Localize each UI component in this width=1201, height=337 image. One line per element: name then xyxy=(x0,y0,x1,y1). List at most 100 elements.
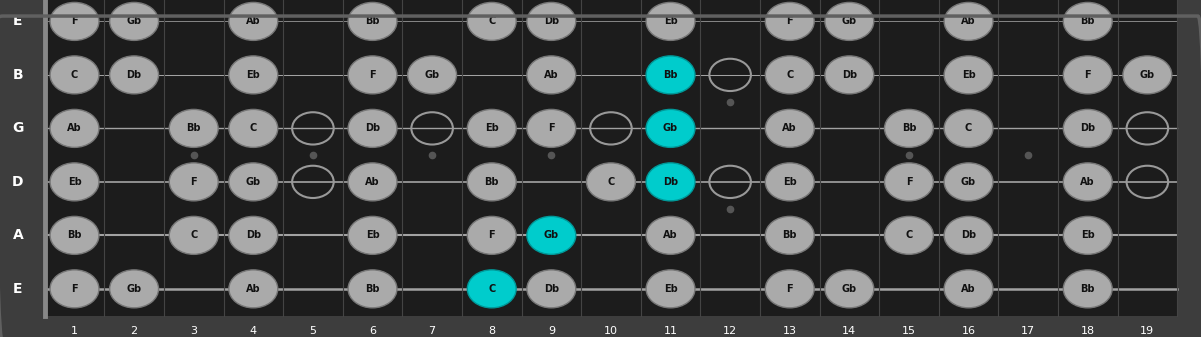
Ellipse shape xyxy=(1063,2,1112,40)
Text: Db: Db xyxy=(961,231,976,240)
Text: Eb: Eb xyxy=(962,70,975,80)
Ellipse shape xyxy=(50,110,98,147)
Text: Bb: Bb xyxy=(67,231,82,240)
Ellipse shape xyxy=(765,56,814,94)
Text: 12: 12 xyxy=(723,326,737,336)
Text: Bb: Bb xyxy=(783,231,797,240)
Text: F: F xyxy=(71,17,78,26)
Text: Db: Db xyxy=(246,231,261,240)
Ellipse shape xyxy=(50,216,98,254)
Ellipse shape xyxy=(1063,163,1112,201)
Text: Bb: Bb xyxy=(1081,284,1095,294)
Ellipse shape xyxy=(884,110,933,147)
Text: C: C xyxy=(190,231,197,240)
Ellipse shape xyxy=(1063,110,1112,147)
Text: Eb: Eb xyxy=(67,177,82,187)
Text: Gb: Gb xyxy=(544,231,558,240)
Text: F: F xyxy=(548,123,555,133)
Ellipse shape xyxy=(646,163,695,201)
Text: Bb: Bb xyxy=(186,123,201,133)
Text: Ab: Ab xyxy=(67,123,82,133)
Text: Gb: Gb xyxy=(425,70,440,80)
Text: Ab: Ab xyxy=(246,284,261,294)
Text: 2: 2 xyxy=(131,326,138,336)
Ellipse shape xyxy=(944,216,993,254)
Ellipse shape xyxy=(765,216,814,254)
Text: C: C xyxy=(488,284,495,294)
Ellipse shape xyxy=(646,270,695,308)
Text: C: C xyxy=(964,123,972,133)
Text: Eb: Eb xyxy=(664,284,677,294)
Text: 3: 3 xyxy=(190,326,197,336)
Text: Gb: Gb xyxy=(663,123,679,133)
Ellipse shape xyxy=(825,56,874,94)
Text: Gb: Gb xyxy=(842,284,856,294)
Ellipse shape xyxy=(50,270,98,308)
Ellipse shape xyxy=(229,163,277,201)
Text: Eb: Eb xyxy=(365,231,380,240)
Ellipse shape xyxy=(467,216,516,254)
Ellipse shape xyxy=(50,2,98,40)
Text: 9: 9 xyxy=(548,326,555,336)
Text: Db: Db xyxy=(126,70,142,80)
Ellipse shape xyxy=(765,110,814,147)
Text: Gb: Gb xyxy=(1140,70,1155,80)
Text: Ab: Ab xyxy=(961,284,976,294)
Text: 1: 1 xyxy=(71,326,78,336)
Ellipse shape xyxy=(527,110,575,147)
Ellipse shape xyxy=(884,216,933,254)
Text: 10: 10 xyxy=(604,326,619,336)
Ellipse shape xyxy=(348,110,398,147)
Text: 17: 17 xyxy=(1021,326,1035,336)
Ellipse shape xyxy=(825,270,874,308)
Ellipse shape xyxy=(527,56,575,94)
Ellipse shape xyxy=(765,2,814,40)
Ellipse shape xyxy=(765,270,814,308)
Ellipse shape xyxy=(1063,216,1112,254)
Text: Ab: Ab xyxy=(961,17,976,26)
Ellipse shape xyxy=(229,270,277,308)
Text: Db: Db xyxy=(663,177,679,187)
Text: Gb: Gb xyxy=(126,284,142,294)
Text: Db: Db xyxy=(544,17,558,26)
Ellipse shape xyxy=(646,216,695,254)
Text: 13: 13 xyxy=(783,326,796,336)
Ellipse shape xyxy=(109,56,159,94)
FancyBboxPatch shape xyxy=(44,0,1177,316)
Ellipse shape xyxy=(229,110,277,147)
Text: Ab: Ab xyxy=(782,123,797,133)
Text: F: F xyxy=(787,284,793,294)
Text: Bb: Bb xyxy=(365,17,380,26)
Text: 18: 18 xyxy=(1081,326,1095,336)
Ellipse shape xyxy=(944,270,993,308)
Text: E: E xyxy=(13,282,23,296)
Text: C: C xyxy=(608,177,615,187)
Text: Ab: Ab xyxy=(663,231,677,240)
Text: A: A xyxy=(12,228,23,242)
Text: F: F xyxy=(369,70,376,80)
Ellipse shape xyxy=(348,56,398,94)
Text: Bb: Bb xyxy=(484,177,498,187)
Ellipse shape xyxy=(50,56,98,94)
Text: F: F xyxy=(191,177,197,187)
Text: Eb: Eb xyxy=(1081,231,1094,240)
Text: 19: 19 xyxy=(1140,326,1154,336)
Text: C: C xyxy=(71,70,78,80)
Text: Db: Db xyxy=(365,123,380,133)
Text: Gb: Gb xyxy=(961,177,976,187)
Text: Gb: Gb xyxy=(126,17,142,26)
Ellipse shape xyxy=(944,110,993,147)
Text: F: F xyxy=(1085,70,1091,80)
Text: 6: 6 xyxy=(369,326,376,336)
Ellipse shape xyxy=(586,163,635,201)
Text: F: F xyxy=(787,17,793,26)
Ellipse shape xyxy=(646,2,695,40)
Text: D: D xyxy=(12,175,24,189)
Ellipse shape xyxy=(467,2,516,40)
Text: Bb: Bb xyxy=(663,70,677,80)
Ellipse shape xyxy=(944,56,993,94)
Text: Db: Db xyxy=(544,284,558,294)
Text: B: B xyxy=(12,68,23,82)
Ellipse shape xyxy=(229,56,277,94)
Text: C: C xyxy=(906,231,913,240)
